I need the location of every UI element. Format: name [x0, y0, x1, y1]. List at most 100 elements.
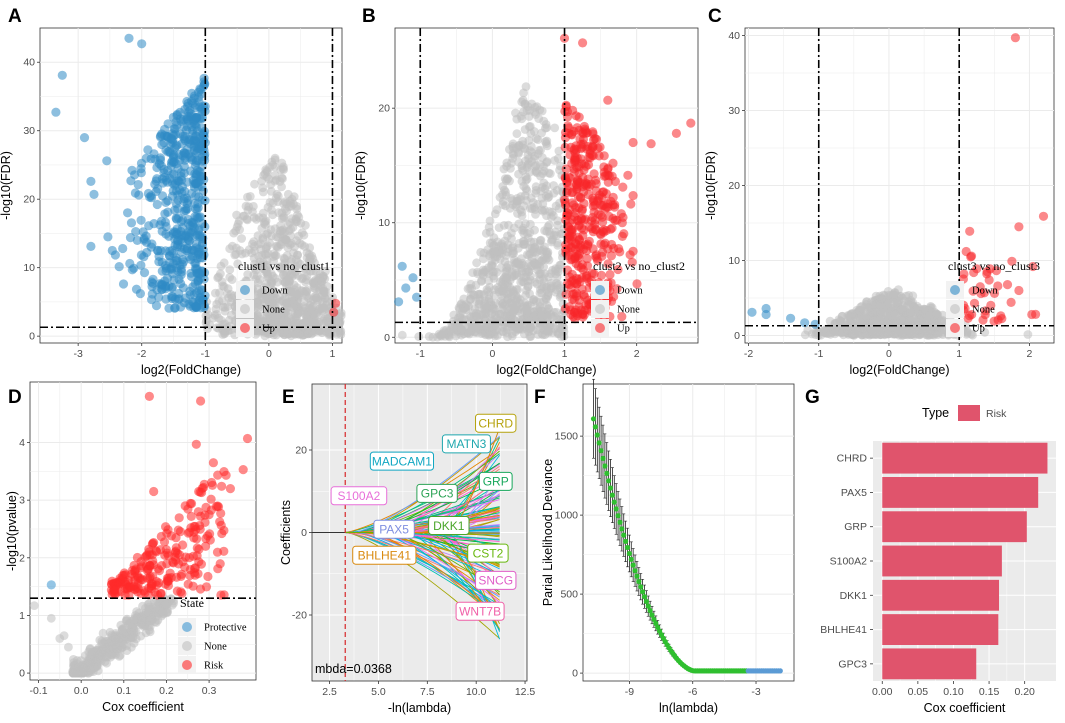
point-up [561, 215, 571, 225]
legend-key-none [595, 304, 605, 314]
point-none [293, 258, 303, 268]
point-none [495, 192, 505, 202]
point-up [570, 157, 580, 167]
point-none [141, 608, 151, 617]
point-none [868, 308, 877, 317]
point-risk [189, 533, 199, 543]
point-up [686, 118, 696, 128]
x-axis-title: log2(FoldChange) [141, 363, 241, 377]
point-none [277, 173, 287, 183]
point-down [173, 236, 183, 246]
point-none [823, 329, 833, 338]
point-risk [125, 582, 135, 593]
point-none [472, 311, 481, 321]
point-none [132, 614, 142, 623]
point-none [258, 187, 268, 197]
point-none [321, 287, 331, 297]
x-tick-label: -6 [688, 686, 697, 698]
gene-label-cst2: CST2 [473, 546, 504, 560]
point-none [163, 607, 173, 617]
point-risk [213, 470, 223, 480]
point-none [97, 636, 107, 646]
y-tick-label: 0 [19, 668, 25, 680]
point-none [29, 601, 39, 610]
panel-letter-a: A [8, 6, 22, 27]
y-tick-label: 0 [734, 330, 740, 342]
gene-label-pax5: PAX5 [379, 523, 409, 537]
point-none [543, 312, 553, 322]
y-tick-label: 20 [728, 180, 740, 192]
point-down [118, 243, 128, 254]
point-none [225, 265, 235, 275]
point-none [514, 319, 524, 329]
point-none [477, 276, 487, 285]
point-up [571, 111, 581, 121]
point-none [243, 215, 252, 225]
point-risk [149, 486, 159, 497]
point-none [233, 259, 243, 269]
point-down [190, 114, 200, 124]
point-risk [155, 545, 165, 555]
x-tick-label: -2 [137, 348, 146, 360]
y-tick-label: 20 [23, 194, 35, 206]
point-none [397, 330, 407, 340]
point-risk [194, 486, 204, 497]
point-down [193, 247, 204, 258]
point-risk [185, 498, 195, 509]
point-down [137, 39, 147, 49]
point-up [671, 128, 682, 138]
point-up [590, 134, 600, 144]
point-down [151, 186, 161, 197]
point-none [536, 235, 546, 245]
gene-label-gpc3: GPC3 [421, 487, 454, 501]
point-up [560, 304, 571, 314]
point-risk [118, 571, 128, 581]
point-down [147, 289, 157, 299]
point-down [163, 207, 173, 217]
point-none [249, 237, 259, 247]
point-risk [194, 544, 204, 555]
point-none [879, 290, 888, 300]
point-down [189, 93, 199, 103]
point-none [235, 246, 245, 255]
point-none [78, 663, 88, 673]
point-none [485, 282, 494, 292]
x-tick-label: 12.5 [515, 686, 536, 698]
point-none [522, 174, 532, 184]
point-up [603, 95, 613, 105]
point-none [507, 234, 516, 244]
y-tick-label: 0 [301, 527, 307, 539]
legend-label-none: None [204, 642, 227, 653]
point-none [467, 322, 477, 331]
panel-letter-b: B [362, 6, 376, 27]
point-none [530, 162, 540, 172]
point-none [879, 322, 889, 332]
point-none [894, 297, 904, 306]
point-down [168, 259, 179, 269]
x-tick-label: 1 [956, 348, 962, 360]
point-down [86, 176, 96, 186]
point-none [530, 154, 539, 164]
point-none [545, 169, 555, 179]
point-up [618, 182, 628, 192]
gene-label-grp: GRP [483, 475, 509, 489]
point-none [498, 182, 508, 191]
point-none [214, 296, 224, 306]
point-none [262, 314, 272, 324]
point-none [105, 644, 114, 654]
legend-key-protective [182, 622, 192, 632]
point-none [550, 123, 560, 133]
y-tick-label: 0 [29, 331, 35, 343]
point-none [852, 326, 861, 336]
point-up [599, 171, 609, 181]
point-none [296, 218, 306, 228]
point-none [280, 197, 290, 207]
point-none [278, 228, 288, 237]
legend-label-up: Up [617, 324, 630, 335]
point-none [539, 282, 549, 292]
deviance-point [634, 573, 640, 579]
gene-label-s100a2: S100A2 [338, 489, 381, 503]
gene-label-madcam1: MADCAM1 [372, 454, 432, 468]
point-none [237, 234, 247, 243]
